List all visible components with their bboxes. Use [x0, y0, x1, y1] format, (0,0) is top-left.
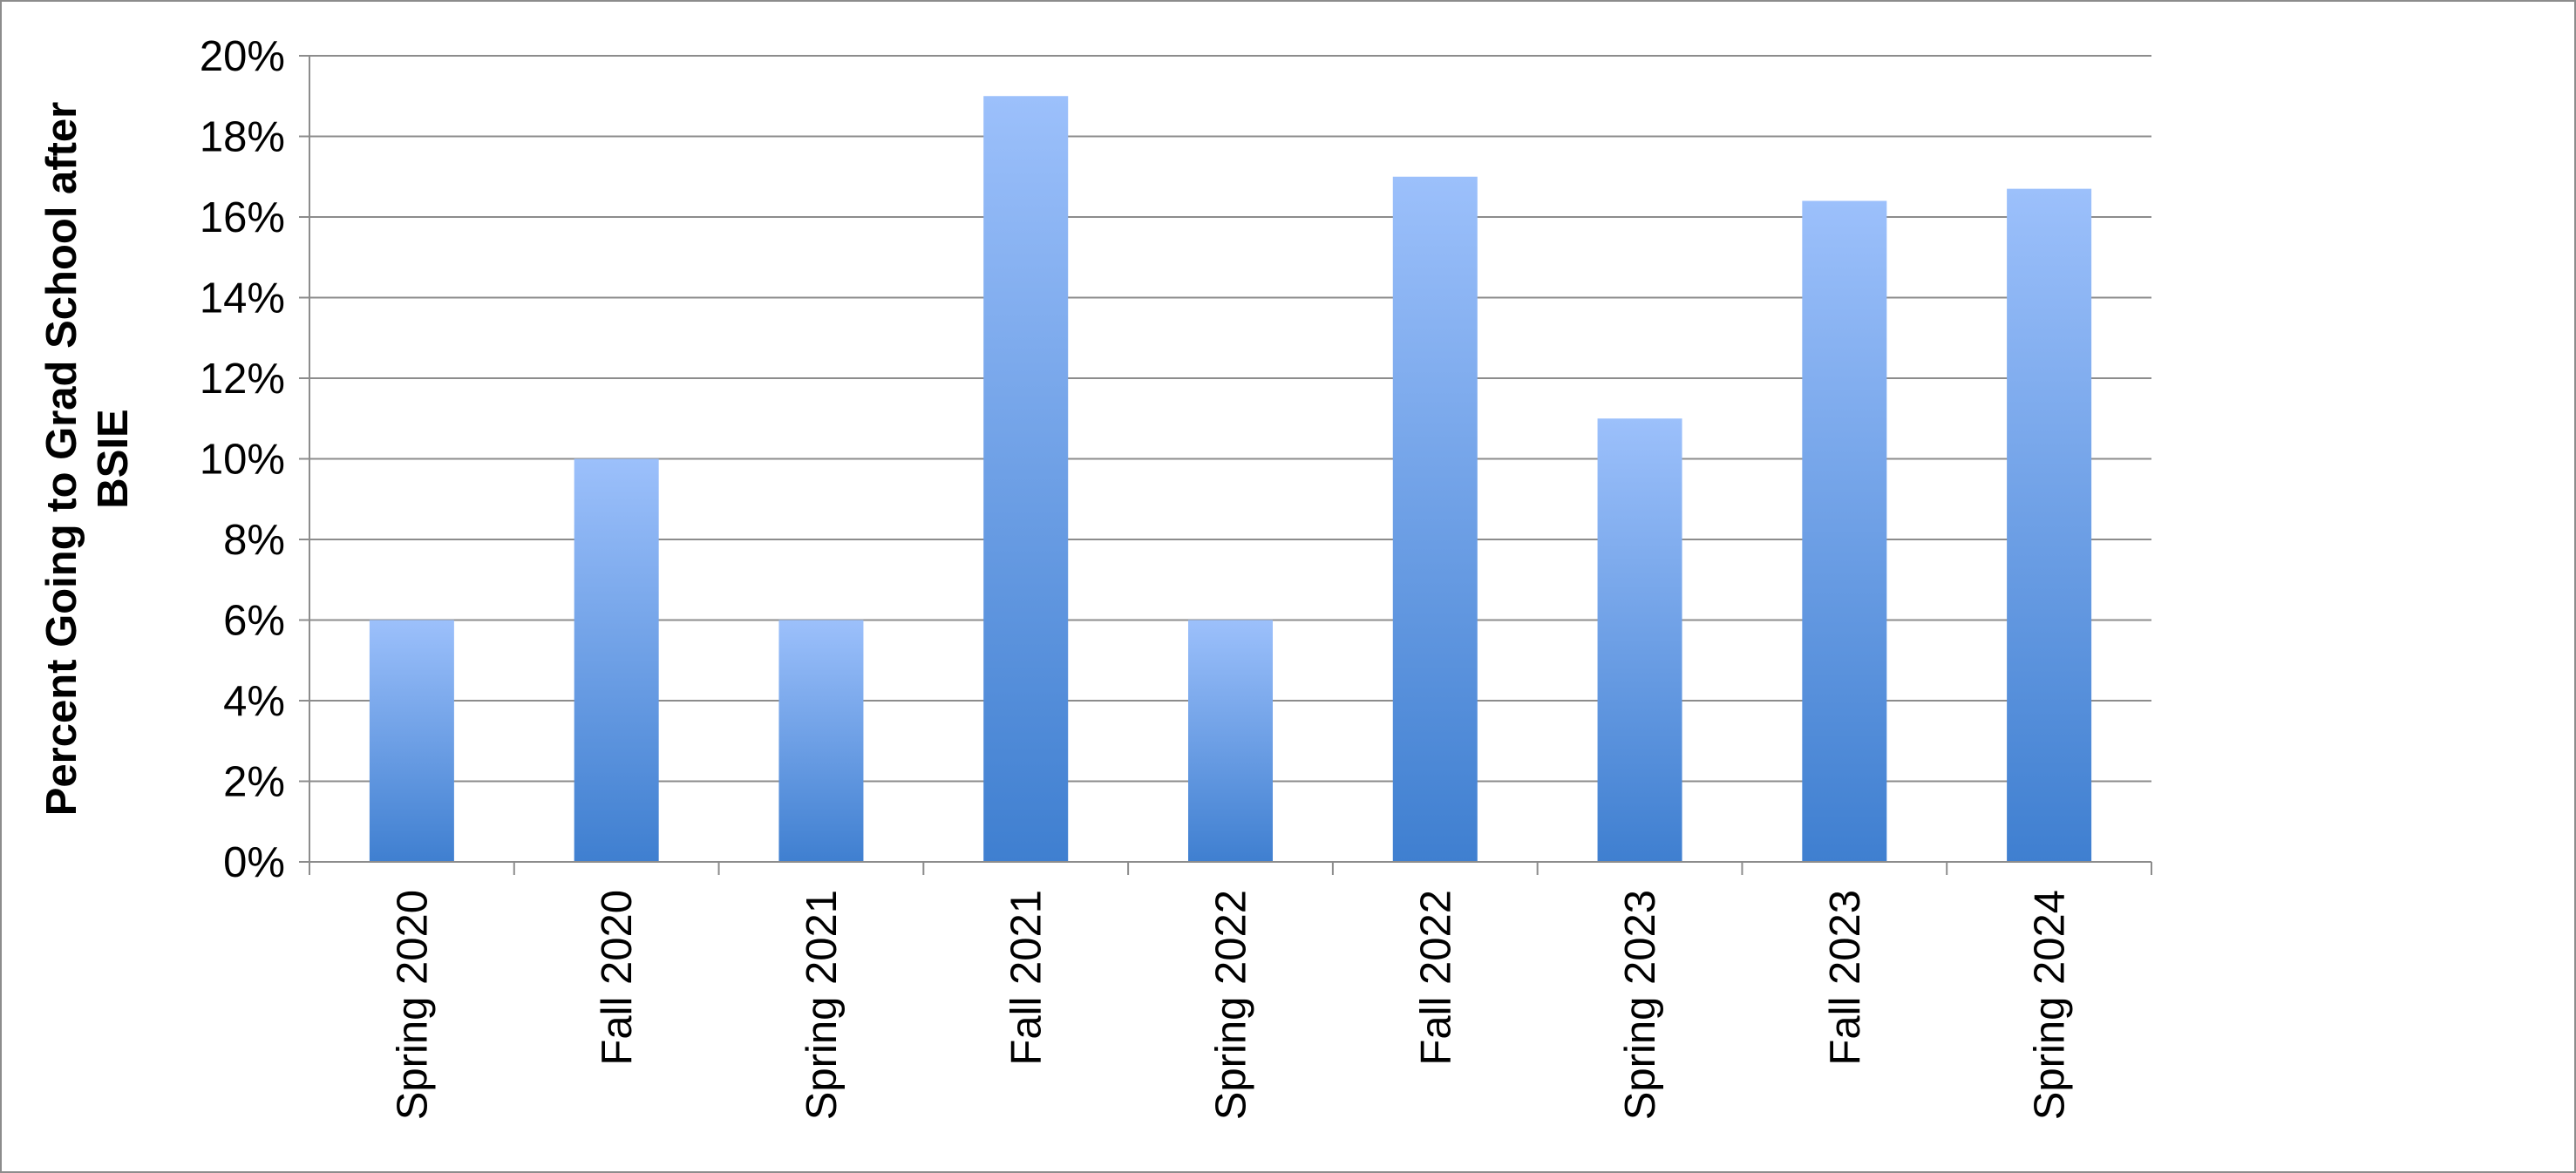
bar	[2007, 188, 2092, 862]
y-tick-label: 14%	[200, 275, 285, 322]
y-tick-labels: 0% 2% 4% 6% 8% 10% 12% 14% 16% 18% 20%	[200, 33, 285, 886]
x-tick-label: Spring 2024	[2027, 890, 2074, 1120]
bars	[369, 96, 2092, 862]
y-axis-title-line: Percent Going to Grad School after	[38, 102, 85, 817]
x-tick-label: Fall 2023	[1822, 890, 1869, 1066]
x-tick-label: Fall 2022	[1412, 890, 1459, 1066]
x-tick-label: Spring 2021	[799, 890, 846, 1120]
y-tick-label: 20%	[200, 33, 285, 80]
y-tick-label: 6%	[223, 598, 285, 645]
y-tick-label: 16%	[200, 194, 285, 241]
y-tick-label: 12%	[200, 356, 285, 403]
y-tick-label: 0%	[223, 839, 285, 886]
bar	[1597, 418, 1682, 862]
bar	[1802, 200, 1887, 862]
x-tick-label: Fall 2020	[594, 890, 641, 1066]
bar	[983, 96, 1069, 862]
x-tick-label: Fall 2021	[1003, 890, 1050, 1066]
x-tick-label: Spring 2023	[1617, 890, 1664, 1120]
bar	[369, 620, 454, 862]
y-tick-label: 10%	[200, 437, 285, 484]
bar	[1188, 620, 1273, 862]
y-tick-label: 18%	[200, 114, 285, 161]
y-tick-label: 8%	[223, 517, 285, 564]
x-tick-label: Spring 2020	[389, 890, 436, 1120]
bar	[574, 458, 659, 862]
x-tick-label: Spring 2022	[1208, 890, 1255, 1120]
bar	[778, 620, 864, 862]
x-tick-labels: Spring 2020 Fall 2020 Spring 2021 Fall 2021…	[389, 890, 2073, 1120]
y-axis-title-line: BSIE	[90, 409, 137, 508]
y-axis-title: Percent Going to Grad School after BSIE	[38, 102, 137, 817]
axes	[309, 56, 2152, 875]
y-tick-label: 2%	[223, 759, 285, 806]
y-tick-label: 4%	[223, 678, 285, 725]
bar	[1392, 176, 1478, 862]
